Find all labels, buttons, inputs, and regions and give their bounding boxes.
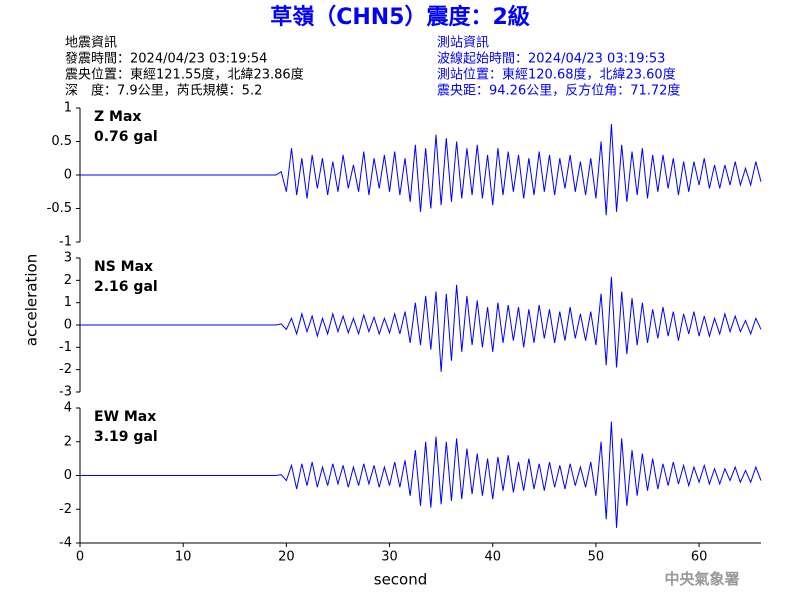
y-tick-label: -4: [59, 536, 72, 551]
component-label: NS Max: [94, 259, 153, 275]
y-tick-label: 0.5: [51, 134, 72, 149]
chart-title: 草嶺（CHN5）震度：2級: [270, 4, 530, 30]
x-axis-label: second: [374, 571, 428, 589]
station-info-right: 波線起始時間：2024/04/23 03:19:53: [437, 51, 665, 67]
station-info-left: 發震時間：2024/04/23 03:19:54: [65, 52, 267, 67]
station-info-right: 震央距：94.26公里，反方位角：71.72度: [437, 83, 680, 99]
y-axis-label: acceleration: [23, 254, 41, 346]
y-tick-label: 1: [64, 101, 72, 116]
peak-label: 3.19 gal: [94, 429, 158, 445]
peak-label: 2.16 gal: [94, 279, 158, 295]
station-info-left: 地震資訊: [65, 36, 117, 51]
x-tick-label: 30: [381, 550, 398, 565]
station-info-left: 深 度：7.9公里，芮氏規模：5.2: [65, 83, 262, 99]
station-info-right: 測站資訊: [437, 36, 489, 51]
y-tick-label: 2: [64, 434, 72, 449]
y-tick-label: 0: [64, 168, 72, 183]
y-tick-label: 1: [64, 295, 72, 310]
x-tick-label: 20: [278, 550, 295, 565]
y-tick-label: 3: [64, 251, 72, 266]
station-info-right: 測站位置：東經120.68度，北緯23.60度: [437, 67, 676, 83]
y-tick-label: -1: [59, 340, 72, 355]
component-label: Z Max: [94, 109, 141, 125]
y-tick-label: -2: [59, 502, 72, 517]
component-label: EW Max: [94, 409, 156, 425]
waveform: [80, 124, 762, 216]
station-info-left: 震央位置：東經121.55度，北緯23.86度: [65, 67, 304, 83]
x-tick-label: 10: [175, 550, 192, 565]
y-tick-label: 0: [64, 468, 72, 483]
y-tick-label: 2: [64, 273, 72, 288]
y-tick-label: -1: [59, 235, 72, 250]
waveform: [80, 421, 762, 528]
x-tick-label: 0: [76, 550, 84, 565]
x-tick-label: 60: [691, 550, 708, 565]
peak-label: 0.76 gal: [94, 129, 158, 145]
y-tick-label: -2: [59, 362, 72, 377]
y-tick-label: -0.5: [47, 201, 72, 216]
x-tick-label: 40: [484, 550, 501, 565]
y-tick-label: 4: [64, 401, 72, 416]
waveform: [80, 276, 762, 372]
footer: 中央氣象署: [664, 570, 739, 588]
y-tick-label: 0: [64, 318, 72, 333]
y-tick-label: -3: [59, 385, 72, 400]
x-tick-label: 50: [588, 550, 605, 565]
